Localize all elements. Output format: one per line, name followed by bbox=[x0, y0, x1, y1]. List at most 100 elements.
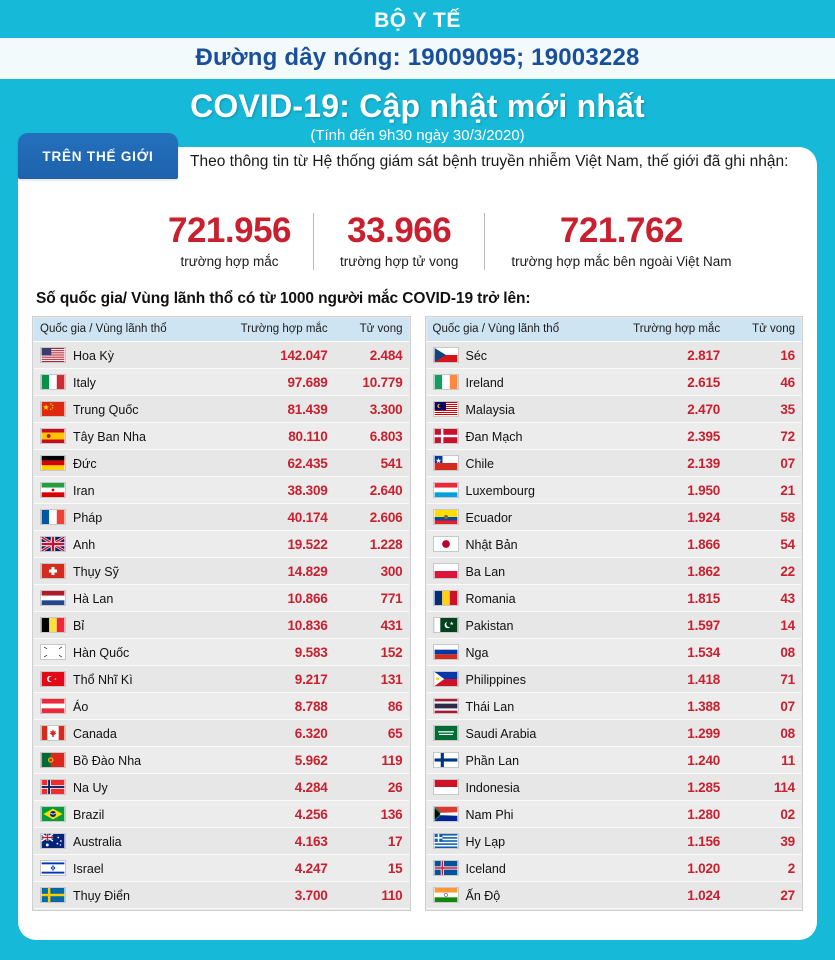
country-name: Indonesia bbox=[465, 781, 520, 796]
flag-br-icon bbox=[40, 806, 66, 823]
country-cell: Đan Mạch bbox=[426, 422, 622, 451]
flag-no-icon bbox=[40, 779, 66, 796]
country-cell: Trung Quốc bbox=[34, 395, 229, 424]
deaths-cell: 3.300 bbox=[333, 395, 409, 424]
table-row: Indonesia 1.285 114 bbox=[426, 773, 801, 802]
flag-ir-icon bbox=[40, 482, 66, 499]
deaths-cell: 10.779 bbox=[333, 368, 409, 397]
country-name: Tây Ban Nha bbox=[73, 430, 146, 445]
left-country-table-wrapper: Quốc gia / Vùng lãnh thổ Trường hợp mắc … bbox=[32, 315, 411, 912]
table-row: Iran 38.309 2.640 bbox=[34, 476, 409, 505]
left-table-body: Hoa Kỳ 142.047 2.484 Italy 97.689 10.779 Trung… bbox=[34, 341, 409, 910]
cases-cell: 62.435 bbox=[228, 449, 334, 478]
country-name: Anh bbox=[73, 538, 96, 553]
country-cell: Hoa Kỳ bbox=[34, 341, 229, 370]
column-header-cases: Trường hợp mắc bbox=[228, 317, 334, 343]
cases-cell: 3.700 bbox=[228, 881, 334, 910]
world-intro-text: Theo thông tin từ Hệ thống giám sát bệnh… bbox=[190, 153, 789, 170]
country-name: Nam Phi bbox=[465, 808, 514, 823]
country-cell: Nhật Bản bbox=[426, 530, 622, 559]
country-cell: Tây Ban Nha bbox=[34, 422, 229, 451]
flag-cz-icon bbox=[432, 347, 459, 364]
flag-de-icon bbox=[40, 455, 66, 472]
country-name: Thái Lan bbox=[465, 700, 515, 715]
country-cell: Bỉ bbox=[34, 611, 229, 640]
table-row: Australia 4.163 17 bbox=[34, 827, 409, 856]
cases-cell: 1.924 bbox=[621, 503, 727, 532]
deaths-cell: 119 bbox=[333, 746, 409, 775]
column-header-deaths: Tử vong bbox=[333, 317, 409, 343]
country-cell: Nga bbox=[426, 638, 622, 667]
table-row: Na Uy 4.284 26 bbox=[34, 773, 409, 802]
table-row: Romania 1.815 43 bbox=[426, 584, 801, 613]
cases-cell: 1.240 bbox=[621, 746, 727, 775]
country-name: Ấn Độ bbox=[465, 889, 501, 904]
country-cell: Séc bbox=[426, 341, 622, 370]
table-row: Nga 1.534 08 bbox=[426, 638, 801, 667]
deaths-cell: 2.484 bbox=[333, 341, 409, 370]
flag-at-icon bbox=[40, 698, 66, 715]
deaths-cell: 86 bbox=[333, 692, 409, 721]
flag-gb-icon bbox=[40, 536, 66, 553]
deaths-cell: 300 bbox=[333, 557, 409, 586]
country-name: Phần Lan bbox=[465, 754, 520, 769]
country-cell: Áo bbox=[34, 692, 229, 721]
cases-cell: 1.866 bbox=[621, 530, 727, 559]
left-country-table: Quốc gia / Vùng lãnh thổ Trường hợp mắc … bbox=[34, 317, 409, 910]
deaths-cell: 771 bbox=[333, 584, 409, 613]
cases-cell: 5.962 bbox=[228, 746, 334, 775]
table-row: Thổ Nhĩ Kì 9.217 131 bbox=[34, 665, 409, 694]
country-name: Séc bbox=[465, 349, 488, 364]
deaths-cell: 02 bbox=[726, 800, 801, 829]
country-name: Saudi Arabia bbox=[465, 727, 537, 742]
flag-my-icon bbox=[432, 401, 459, 418]
country-cell: Hàn Quốc bbox=[34, 638, 229, 667]
table-row: Ecuador 1.924 58 bbox=[426, 503, 801, 532]
cases-cell: 4.284 bbox=[228, 773, 334, 802]
deaths-cell: 110 bbox=[333, 881, 409, 910]
stat-value: 33.966 bbox=[347, 211, 452, 250]
flag-ec-icon bbox=[432, 509, 459, 526]
country-cell: Pháp bbox=[34, 503, 229, 532]
country-name: Đan Mạch bbox=[465, 430, 523, 445]
deaths-cell: 43 bbox=[726, 584, 801, 613]
stat-label: trường hợp mắc bbox=[180, 253, 279, 269]
stat-value: 721.762 bbox=[559, 211, 684, 250]
country-name: Bỉ bbox=[73, 619, 85, 634]
country-cell: Na Uy bbox=[34, 773, 229, 802]
deaths-cell: 39 bbox=[726, 827, 801, 856]
cases-cell: 2.395 bbox=[621, 422, 727, 451]
column-header-cases: Trường hợp mắc bbox=[621, 317, 727, 343]
table-row: Pakistan 1.597 14 bbox=[426, 611, 801, 640]
country-cell: Phần Lan bbox=[426, 746, 622, 775]
cases-cell: 4.247 bbox=[228, 854, 334, 883]
table-row: Thụy Điển 3.700 110 bbox=[34, 881, 409, 910]
table-row: Malaysia 2.470 35 bbox=[426, 395, 801, 424]
column-header-country: Quốc gia / Vùng lãnh thổ bbox=[34, 317, 229, 343]
flag-il-icon bbox=[40, 860, 66, 877]
country-cell: Chile bbox=[426, 449, 622, 478]
table-row: Hy Lạp 1.156 39 bbox=[426, 827, 801, 856]
cases-cell: 2.615 bbox=[621, 368, 727, 397]
country-name: Israel bbox=[73, 862, 104, 877]
flag-it-icon bbox=[40, 374, 66, 391]
cases-cell: 19.522 bbox=[228, 530, 334, 559]
deaths-cell: 46 bbox=[726, 368, 801, 397]
country-cell: Nam Phi bbox=[426, 800, 622, 829]
country-name: Ecuador bbox=[465, 511, 513, 526]
deaths-cell: 152 bbox=[333, 638, 409, 667]
country-name: Na Uy bbox=[73, 781, 108, 796]
cases-cell: 1.815 bbox=[621, 584, 727, 613]
country-name: Nhật Bản bbox=[465, 538, 518, 553]
flag-tr-icon bbox=[40, 671, 66, 688]
deaths-cell: 431 bbox=[333, 611, 409, 640]
deaths-cell: 21 bbox=[726, 476, 801, 505]
stat-total-deaths: 33.966 trường hợp tử vong bbox=[313, 211, 484, 270]
flag-be-icon bbox=[40, 617, 66, 634]
table-row: Bồ Đào Nha 5.962 119 bbox=[34, 746, 409, 775]
table-row: Hà Lan 10.866 771 bbox=[34, 584, 409, 613]
country-name: Luxembourg bbox=[465, 484, 536, 499]
flag-nl-icon bbox=[40, 590, 66, 607]
country-tables: Quốc gia / Vùng lãnh thổ Trường hợp mắc … bbox=[18, 315, 817, 912]
cases-cell: 4.256 bbox=[228, 800, 334, 829]
